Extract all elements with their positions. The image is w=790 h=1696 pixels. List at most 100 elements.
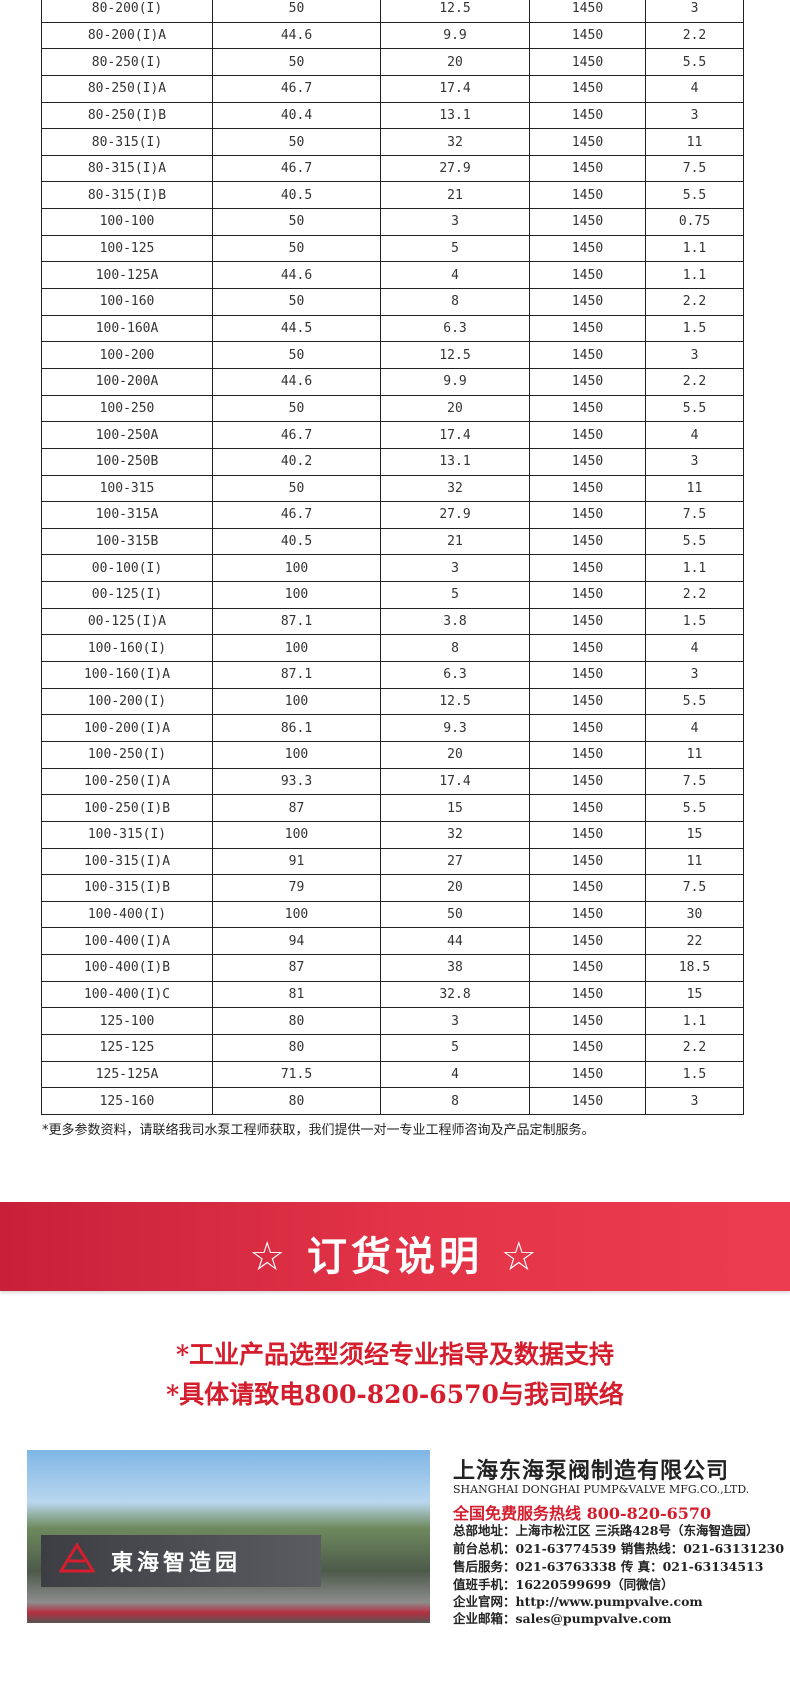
table-cell: 17.4 (380, 74, 530, 103)
table-cell: 20 (380, 874, 530, 902)
table-cell: 100-100 (41, 208, 213, 236)
table-cell: 80 (212, 1087, 381, 1115)
table-cell: 4 (645, 634, 744, 663)
table-cell: 80-200(I) (41, 0, 213, 23)
table-cell: 100 (212, 581, 381, 609)
table-cell: 5 (380, 234, 530, 263)
table-cell: 80-315(I)A (41, 154, 213, 183)
table-cell: 100-400(I)C (41, 980, 213, 1009)
table-cell: 100-200(I) (41, 687, 213, 716)
table-row: 80-250(I) 50 20 1450 5.5 (41, 48, 744, 76)
table-row: 100-200(I)A 86.1 9.3 1450 4 (41, 714, 744, 742)
company-name-en: SHANGHAI DONGHAI PUMP&VALVE MFG.CO.,LTD. (453, 1483, 750, 1496)
table-cell: 27.9 (380, 154, 530, 183)
pump-spec-table: 80-200(I) 50 12.5 1450 3 80-200(I)A 44.6 9.9 145… (41, 0, 744, 1115)
table-cell: 100-250(I)B (41, 794, 213, 822)
hotline: 全国免费服务热线 800-820-6570 (453, 1504, 712, 1523)
table-cell: 1450 (529, 527, 646, 556)
order-note-2: *具体请致电800-820-6570与我司联络 (166, 1380, 624, 1409)
table-cell: 50 (212, 208, 381, 236)
table-cell: 1450 (529, 501, 646, 529)
table-cell: 1450 (529, 607, 646, 636)
table-cell: 1.5 (645, 607, 744, 636)
table-cell: 1450 (529, 634, 646, 663)
table-cell: 125-125 (41, 1033, 213, 1062)
table-cell: 80-315(I) (41, 128, 213, 156)
table-cell: 100-160(I) (41, 634, 213, 663)
table-cell: 50 (212, 341, 381, 369)
table-cell: 3 (380, 554, 530, 583)
company-name-cn: 上海东海泵阀制造有限公司 (453, 1459, 730, 1484)
table-cell: 5.5 (645, 687, 744, 716)
table-cell: 1450 (529, 847, 646, 876)
table-cell: 20 (380, 394, 530, 423)
table-cell: 1450 (529, 794, 646, 822)
table-row: 80-250(I)A 46.7 17.4 1450 4 (41, 74, 744, 103)
table-cell: 1450 (529, 927, 646, 956)
table-cell: 1.5 (645, 314, 744, 343)
table-cell: 50 (212, 128, 381, 156)
after-sales-phone: 售后服务：021-63763338 传 真：021-63134513 (453, 1559, 764, 1574)
table-cell: 3 (645, 101, 744, 130)
table-cell: 100-200A (41, 367, 213, 396)
table-row: 100-250(I)B 87 15 1450 5.5 (41, 794, 744, 822)
email-link[interactable]: 企业邮箱：sales@pumpvalve.com (453, 1611, 672, 1626)
table-cell: 2.2 (645, 1033, 744, 1062)
table-cell: 8 (380, 1087, 530, 1115)
table-row: 80-315(I)A 46.7 27.9 1450 7.5 (41, 154, 744, 183)
table-cell: 125-160 (41, 1087, 213, 1115)
table-cell: 1450 (529, 154, 646, 183)
table-cell: 1.1 (645, 1007, 744, 1035)
table-cell: 40.4 (212, 101, 381, 130)
table-cell: 1450 (529, 980, 646, 1009)
table-cell: 2.2 (645, 581, 744, 609)
table-cell: 15 (380, 794, 530, 822)
table-cell: 1450 (529, 900, 646, 929)
table-cell: 50 (212, 394, 381, 423)
table-cell: 100-315B (41, 527, 213, 556)
table-cell: 1450 (529, 314, 646, 343)
factory-sign: 東海智造园 (41, 1535, 321, 1587)
table-cell: 5.5 (645, 794, 744, 822)
table-cell: 3 (645, 0, 744, 23)
table-cell: 00-125(I)A (41, 607, 213, 636)
table-cell: 100-200(I)A (41, 714, 213, 742)
table-cell: 100-250(I) (41, 740, 213, 769)
table-cell: 32 (380, 128, 530, 156)
table-cell: 100-250 (41, 394, 213, 423)
table-row: 100-250(I)A 93.3 17.4 1450 7.5 (41, 767, 744, 796)
table-cell: 100-250B (41, 447, 213, 476)
table-cell: 93.3 (212, 767, 381, 796)
table-cell: 20 (380, 740, 530, 769)
table-row: 100-200(I) 100 12.5 1450 5.5 (41, 687, 744, 716)
table-row: 125-125A 71.5 4 1450 1.5 (41, 1060, 744, 1089)
footnote: *更多参数资料，请联络我司水泵工程师获取，我们提供一对一专业工程师咨询及产品定制… (42, 1123, 595, 1138)
table-row: 100-315(I)A 91 27 1450 11 (41, 847, 744, 876)
table-cell: 1450 (529, 1033, 646, 1062)
table-cell: 6.3 (380, 661, 530, 689)
table-cell: 17.4 (380, 767, 530, 796)
table-cell: 1450 (529, 208, 646, 236)
table-row: 100-315 50 32 1450 11 (41, 474, 744, 503)
table-cell: 100 (212, 554, 381, 583)
table-cell: 79 (212, 874, 381, 902)
table-cell: 4 (645, 74, 744, 103)
table-row: 00-100(I) 100 3 1450 1.1 (41, 554, 744, 583)
table-cell: 11 (645, 847, 744, 876)
table-row: 80-200(I)A 44.6 9.9 1450 2.2 (41, 21, 744, 50)
table-cell: 100-315(I)B (41, 874, 213, 902)
table-cell: 40.5 (212, 527, 381, 556)
table-cell: 2.2 (645, 21, 744, 50)
website-link[interactable]: 企业官网：http://www.pumpvalve.com (453, 1594, 703, 1609)
table-cell: 13.1 (380, 101, 530, 130)
table-row: 100-250 50 20 1450 5.5 (41, 394, 744, 423)
table-cell: 1450 (529, 341, 646, 369)
table-cell: 50 (212, 474, 381, 503)
table-cell: 21 (380, 181, 530, 210)
table-cell: 1450 (529, 48, 646, 76)
table-cell: 1450 (529, 740, 646, 769)
front-desk-phone: 前台总机：021-63774539 销售热线：021-63131230 (453, 1541, 785, 1556)
table-cell: 1450 (529, 21, 646, 50)
order-note-1: *工业产品选型须经专业指导及数据支持 (175, 1340, 615, 1369)
table-cell: 94 (212, 927, 381, 956)
